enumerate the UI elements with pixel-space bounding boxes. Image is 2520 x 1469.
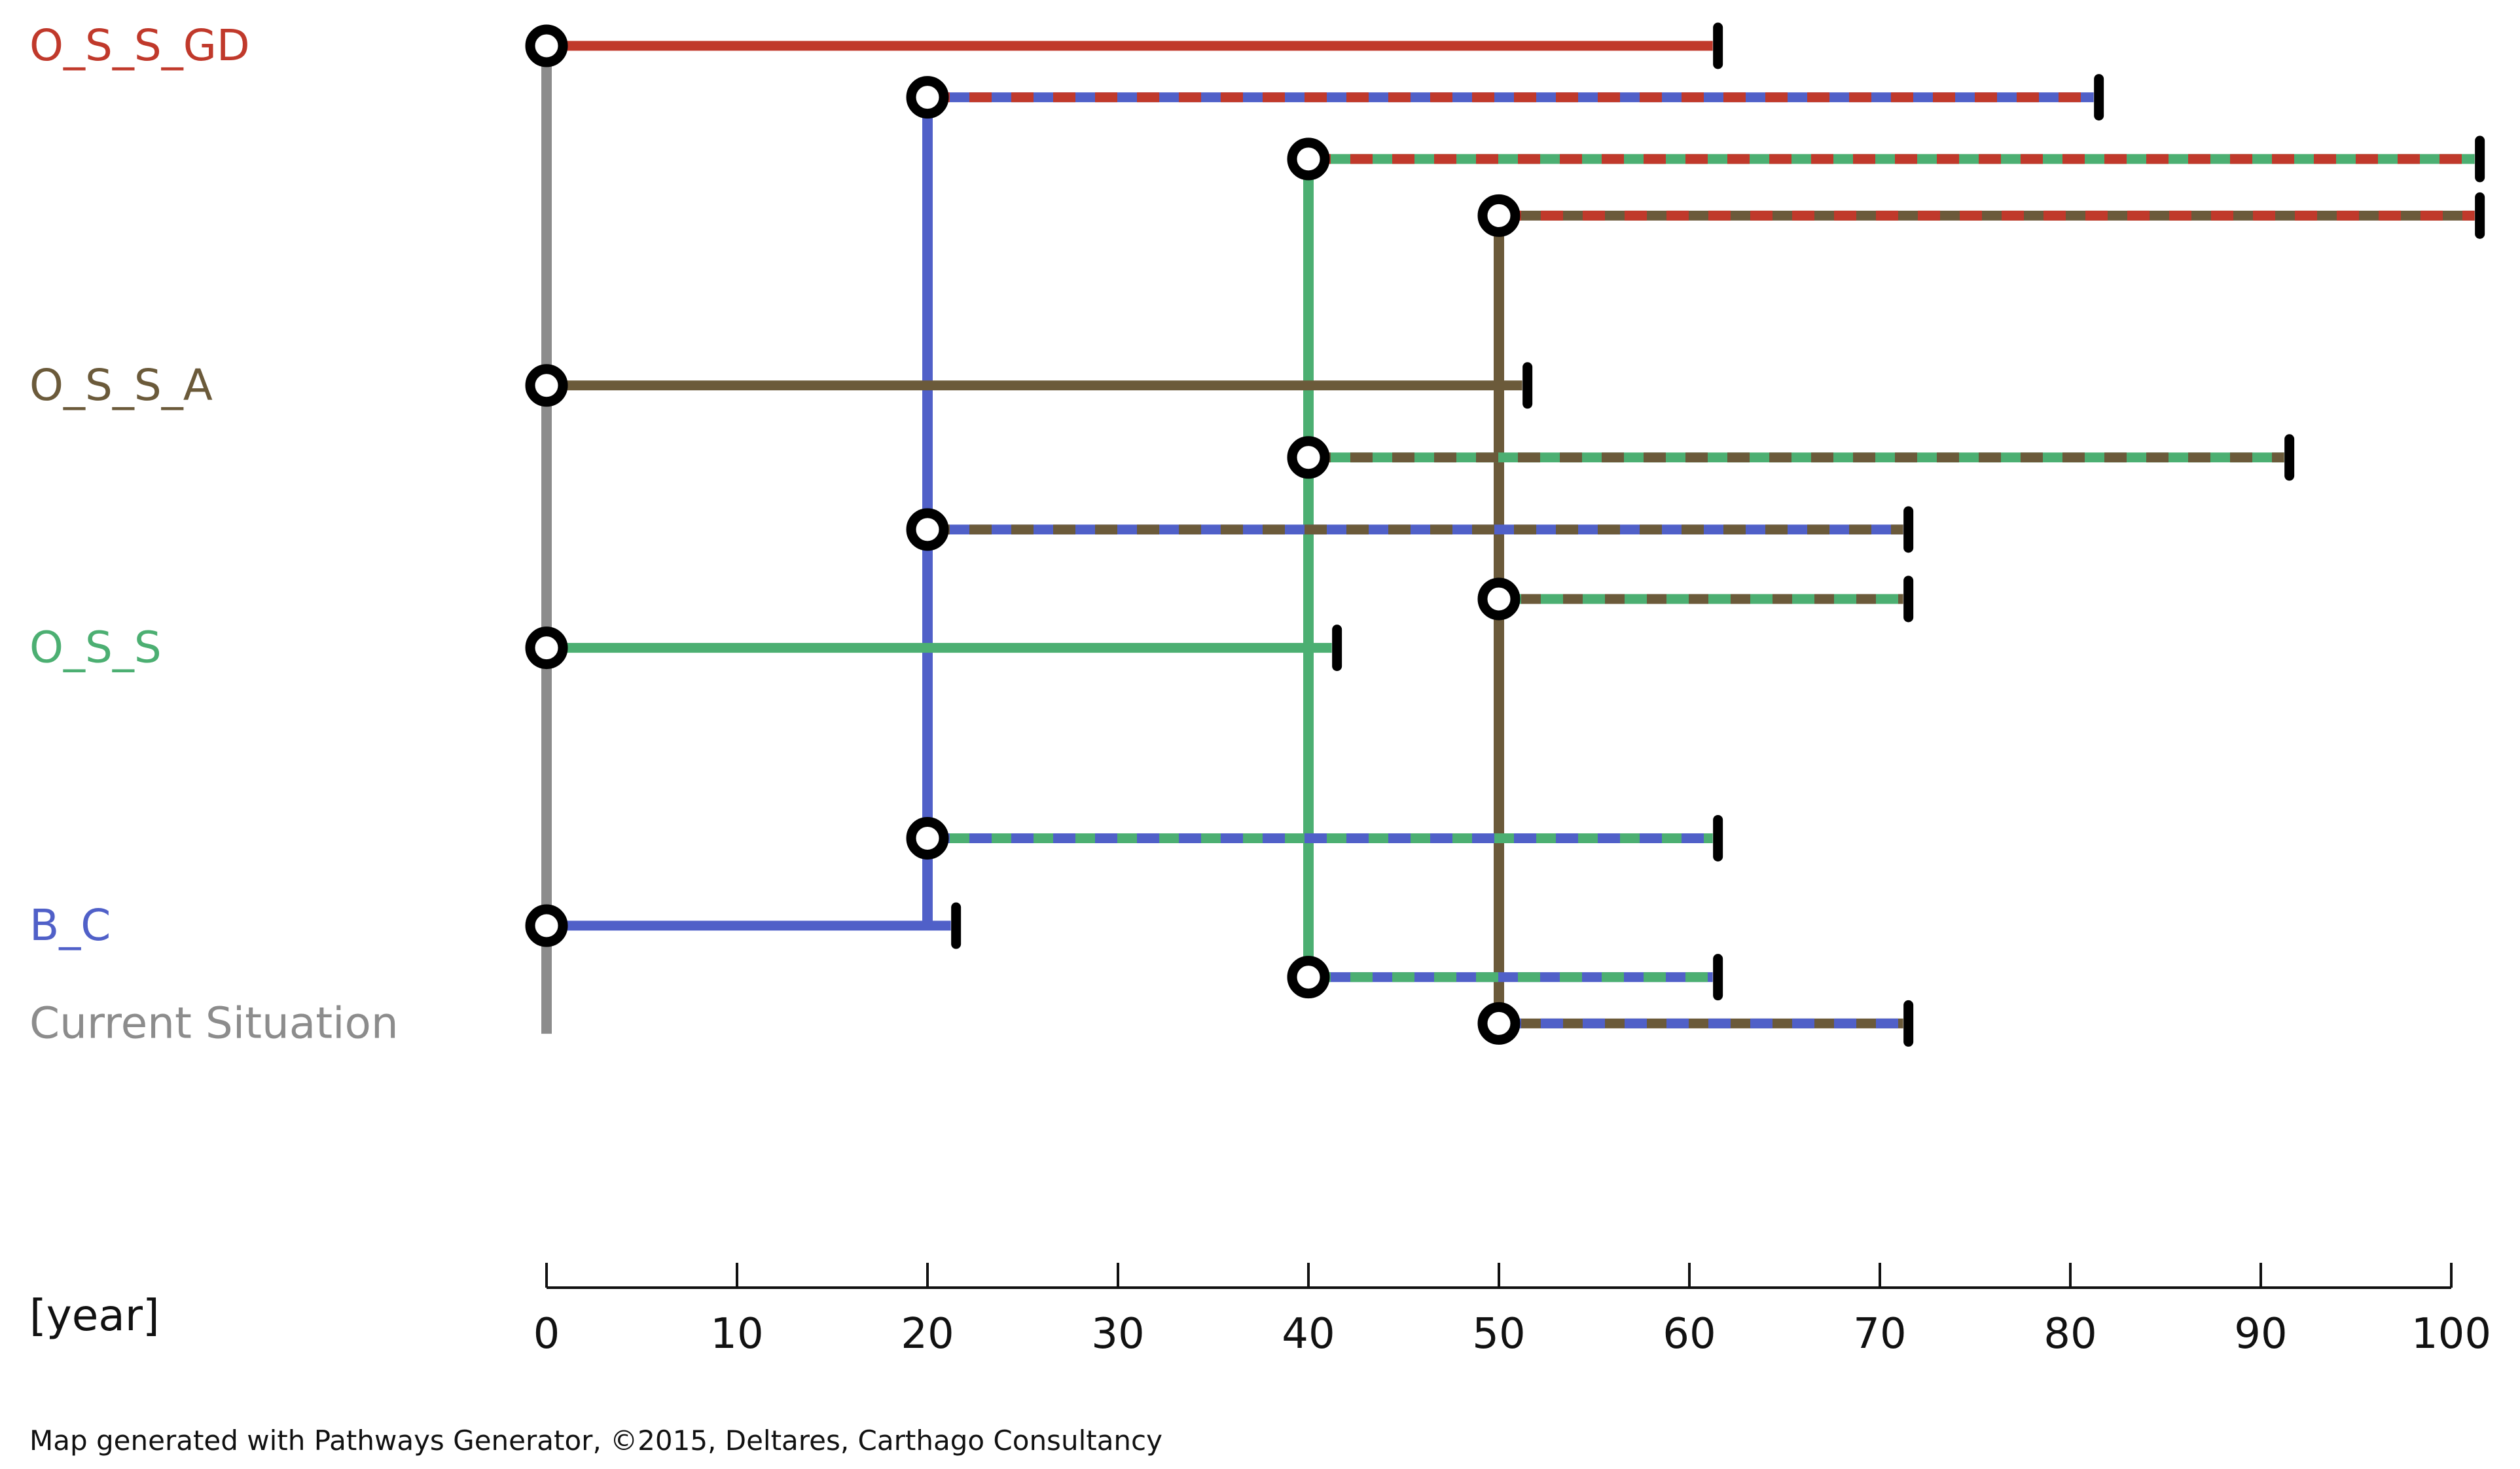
x-tick-label-6: 60	[1663, 1310, 1716, 1358]
transfer-nodes	[525, 24, 1521, 1045]
transfer-node-5	[1287, 436, 1330, 479]
x-tick-label-5: 50	[1472, 1310, 1525, 1358]
x-tick-label-0: 0	[533, 1310, 560, 1358]
action-label-gd: O_S_S_GD	[29, 20, 250, 71]
pathway-end-ticks	[951, 22, 2485, 1047]
transfer-lines	[541, 46, 1504, 1034]
pathway-segments	[547, 41, 2475, 1028]
transfer-node-10	[525, 904, 568, 947]
x-axis-unit-label: [year]	[29, 1290, 160, 1341]
x-tick-label-2: 20	[901, 1310, 954, 1358]
x-tick-label-9: 90	[2234, 1310, 2287, 1358]
transfer-node-1	[906, 76, 949, 119]
x-tick-label-8: 80	[2043, 1310, 2097, 1358]
x-tick-label-1: 10	[710, 1310, 763, 1358]
transfer-node-11	[1287, 956, 1330, 999]
action-label-bc: B_C	[29, 900, 111, 951]
transfer-node-8	[525, 626, 568, 670]
transfer-node-9	[906, 816, 949, 860]
transfer-node-7	[1477, 577, 1521, 621]
transfer-node-0	[525, 24, 568, 67]
footer-credit: Map generated with Pathways Generator, ©…	[29, 1424, 1162, 1457]
x-tick-label-4: 40	[1282, 1310, 1335, 1358]
transfer-node-12	[1477, 1002, 1521, 1045]
action-label-cur: Current Situation	[29, 998, 399, 1048]
transfer-node-3	[1477, 194, 1521, 237]
action-label-a: O_S_S_A	[29, 360, 213, 410]
action-labels: O_S_S_GD O_S_S_A O_S_S B_C Current Situation	[29, 20, 399, 1048]
x-tick-label-7: 70	[1853, 1310, 1906, 1358]
action-label-s: O_S_S	[29, 623, 162, 673]
x-tick-label-3: 30	[1091, 1310, 1144, 1358]
transfer-node-6	[906, 508, 949, 551]
transfer-node-4	[525, 364, 568, 407]
x-axis: 0 10 20 30 40 50 60 70 80 90 100	[533, 1263, 2491, 1358]
transfer-node-2	[1287, 137, 1330, 181]
x-tick-label-10: 100	[2411, 1310, 2491, 1358]
